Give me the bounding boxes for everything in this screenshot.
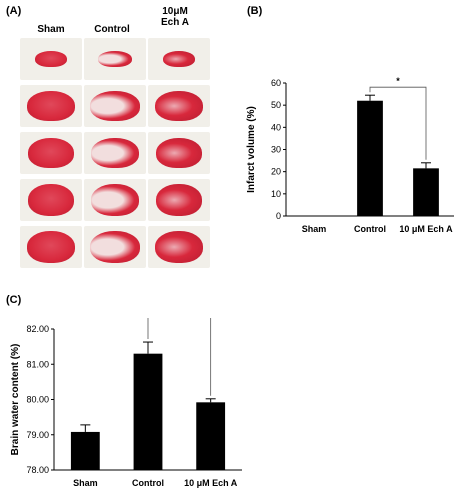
- photo-column-label: 10μM: [162, 6, 188, 17]
- panel-b-label: (B): [247, 5, 263, 17]
- brain-slice: [90, 91, 140, 121]
- brain-slice-photo: [20, 38, 82, 80]
- brain-slice: [35, 51, 67, 67]
- significance-label: *: [396, 76, 400, 86]
- brain-slice-photo: [148, 38, 210, 80]
- x-category-label: 10 μM Ech A: [399, 224, 453, 234]
- brain-slice-photo: [148, 226, 210, 268]
- brain-slice-photo: [20, 85, 82, 127]
- x-category-label: Sham: [73, 478, 98, 488]
- y-tick-label: 82.00: [26, 324, 49, 334]
- significance-bracket: [147, 318, 212, 396]
- photo-column-header: Control: [82, 24, 142, 35]
- x-category-label: Sham: [302, 224, 327, 234]
- photo-column-label: Control: [94, 24, 130, 35]
- y-tick-label: 50: [271, 100, 281, 110]
- brain-slice: [156, 184, 202, 216]
- y-tick-label: 40: [271, 122, 281, 132]
- x-category-label: Control: [354, 224, 386, 234]
- photo-column-header: 10μM Ech A: [145, 6, 205, 28]
- y-axis-label: Infarct volume (%): [246, 106, 257, 193]
- y-tick-label: 81.00: [26, 359, 49, 369]
- bar: [413, 168, 439, 216]
- brain-slice: [98, 51, 132, 67]
- brain-slice-photo: [84, 132, 146, 174]
- y-tick-label: 10: [271, 189, 281, 199]
- y-tick-label: 60: [271, 78, 281, 88]
- brain-slice: [155, 231, 203, 263]
- brain-slice: [91, 184, 139, 216]
- y-tick-label: 30: [271, 145, 281, 155]
- brain-slice: [155, 91, 203, 121]
- bar: [70, 431, 100, 470]
- brain-slice: [28, 138, 74, 168]
- panel-a-label: (A): [6, 5, 22, 17]
- brain-slice-photo: [20, 226, 82, 268]
- y-tick-label: 80.00: [26, 395, 49, 405]
- brain-slice: [163, 51, 195, 67]
- brain-slice-photo: [84, 85, 146, 127]
- brain-slice-photo: [20, 179, 82, 221]
- brain-slice-photo: [148, 132, 210, 174]
- brain-slice-photo: [84, 179, 146, 221]
- infarct-volume-chart: Infarct volume (%) 0 10 20 30 40 50 60 Sham Contr…: [246, 76, 454, 234]
- x-category-label: Control: [132, 478, 164, 488]
- x-category-label: 10 μM Ech A: [184, 478, 238, 488]
- panel-c-label: (C): [6, 294, 22, 306]
- brain-slice-photo: [20, 132, 82, 174]
- brain-slice: [90, 231, 140, 263]
- y-tick-label: 78.00: [26, 465, 49, 475]
- brain-slice: [27, 231, 75, 263]
- photo-column-label-line2: Ech A: [161, 17, 189, 28]
- brain-water-content-chart: Brain water content (%) 78.00 79.00 80.00 81…: [10, 318, 242, 488]
- bar: [196, 402, 226, 470]
- y-tick-label: 0: [276, 211, 281, 221]
- y-tick-label: 79.00: [26, 430, 49, 440]
- brain-slice-photo: [84, 38, 146, 80]
- significance-bracket: [369, 86, 427, 160]
- photo-column-header: Sham: [21, 24, 81, 35]
- photo-column-label: Sham: [37, 24, 65, 35]
- brain-slice: [156, 138, 202, 168]
- y-axis-label: Brain water content (%): [10, 344, 21, 456]
- brain-slice-photo: [84, 226, 146, 268]
- brain-slice-photo: [148, 179, 210, 221]
- y-tick-label: 20: [271, 167, 281, 177]
- brain-slice: [27, 91, 75, 121]
- brain-slice-photo: [148, 85, 210, 127]
- brain-slice: [91, 138, 139, 168]
- bar: [357, 100, 383, 216]
- bar: [133, 353, 163, 470]
- brain-slice: [28, 184, 74, 216]
